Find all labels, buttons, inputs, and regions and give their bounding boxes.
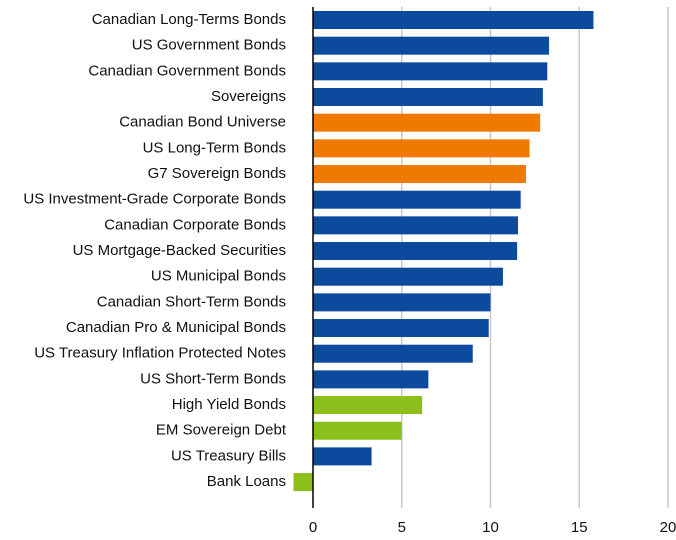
- bar: [313, 242, 518, 261]
- y-tick-label: US Investment-Grade Corporate Bonds: [23, 191, 286, 208]
- bar: [313, 139, 530, 158]
- x-tick-label: 10: [482, 519, 499, 536]
- y-tick-label: US Municipal Bonds: [151, 268, 286, 285]
- y-tick-label: Canadian Government Bonds: [88, 62, 286, 79]
- y-tick-label: G7 Sovereign Bonds: [148, 165, 286, 182]
- y-tick-label: US Long-Term Bonds: [143, 139, 286, 156]
- y-tick-label: US Treasury Bills: [171, 447, 286, 464]
- bar: [313, 113, 541, 132]
- x-tick-label: 20: [660, 519, 676, 536]
- x-tick-label: 0: [309, 519, 317, 536]
- y-tick-label: US Government Bonds: [132, 37, 286, 54]
- bar: [313, 421, 402, 440]
- bar: [313, 267, 503, 286]
- y-tick-label: US Treasury Inflation Protected Notes: [34, 345, 286, 362]
- y-tick-label: US Mortgage-Backed Securities: [73, 242, 286, 259]
- y-tick-label: Bank Loans: [207, 473, 286, 490]
- y-tick-label: Canadian Corporate Bonds: [104, 216, 286, 233]
- x-tick-label: 5: [398, 519, 406, 536]
- bar: [313, 447, 372, 466]
- bar: [313, 370, 429, 389]
- y-tick-label: Canadian Pro & Municipal Bonds: [66, 319, 286, 336]
- bar: [313, 190, 521, 209]
- y-tick-label: US Short-Term Bonds: [140, 370, 286, 387]
- bar: [313, 11, 594, 29]
- bar: [313, 319, 489, 338]
- y-tick-label: Sovereigns: [211, 88, 286, 105]
- bar: [313, 293, 491, 312]
- bar: [313, 36, 550, 55]
- x-tick-label: 15: [571, 519, 588, 536]
- bar: [313, 165, 526, 184]
- y-tick-label: EM Sovereign Debt: [156, 422, 287, 439]
- bar: [313, 88, 543, 107]
- bar: [293, 473, 313, 492]
- y-tick-label: Canadian Bond Universe: [119, 114, 286, 131]
- bar: [313, 396, 423, 415]
- y-tick-label: Canadian Long-Terms Bonds: [92, 11, 286, 28]
- bar: [313, 216, 519, 235]
- bar: [313, 344, 473, 363]
- bar: [313, 62, 548, 81]
- y-tick-label: Canadian Short-Term Bonds: [97, 293, 286, 310]
- y-tick-label: High Yield Bonds: [172, 396, 286, 413]
